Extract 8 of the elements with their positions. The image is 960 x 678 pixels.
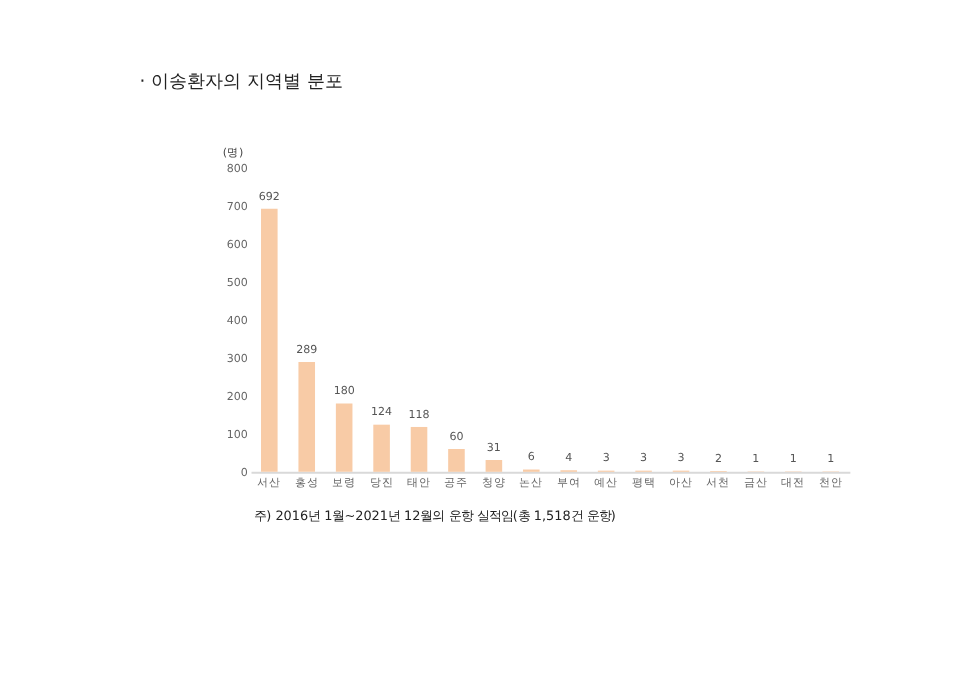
bar: [410, 426, 428, 472]
bar: [261, 208, 278, 472]
chart-title: · 이송환자의 지역별 분포: [139, 70, 343, 93]
bar: [373, 424, 390, 472]
bar: [485, 460, 503, 472]
bar: [335, 403, 353, 472]
bar: [298, 361, 316, 472]
bar: [448, 449, 465, 472]
